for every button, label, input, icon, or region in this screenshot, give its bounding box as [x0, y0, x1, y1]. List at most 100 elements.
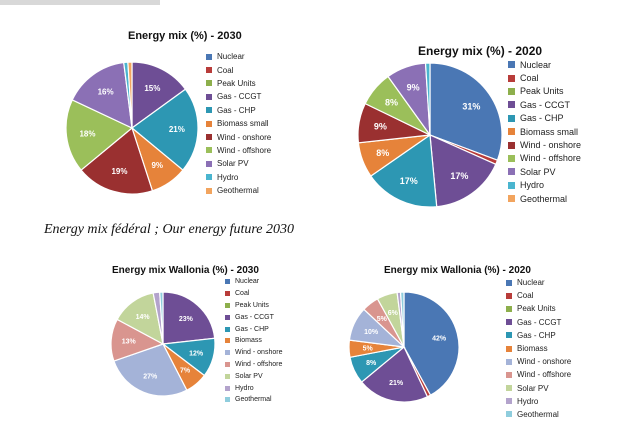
- pie-slice-nuclear: [429, 62, 503, 161]
- data-label-solar-pv: 16%: [98, 87, 114, 96]
- legend-item-gas-chp: Gas - CHP: [206, 104, 271, 117]
- legend-label: Wind - offshore: [217, 145, 272, 155]
- legend-label: Wind - offshore: [517, 370, 572, 380]
- legend-item-wind-offshore: Wind - offshore: [225, 359, 282, 371]
- legend-item-coal: Coal: [206, 63, 271, 76]
- legend-swatch: [508, 195, 515, 203]
- legend-item-nuclear: Nuclear: [506, 276, 571, 289]
- legend-item-wind-onshore: Wind - onshore: [225, 347, 282, 359]
- data-label-gas-ccgt: 23%: [179, 316, 194, 323]
- legend-swatch: [225, 397, 230, 403]
- legend-label: Gas - CHP: [235, 325, 269, 333]
- legend-label: Peak Units: [235, 301, 269, 309]
- legend-item-wind-onshore: Wind - onshore: [508, 138, 581, 151]
- pie-slice-gas-ccgt: [429, 134, 497, 208]
- pie-slice-geothermal: [159, 291, 164, 345]
- pie-chart-2030: 15% 21% 9% 19% 18% 16%: [65, 61, 199, 195]
- legend-swatch: [206, 134, 212, 141]
- legend-item-biomass-small: Biomass small: [206, 117, 271, 130]
- legend-label: Gas - CCGT: [520, 99, 571, 110]
- pie-chart-wallonia-2020: 42%21%8%5%10%5%6%: [348, 291, 460, 403]
- legend-swatch: [225, 314, 230, 320]
- legend-item-solar-pv: Solar PV: [225, 370, 282, 382]
- data-label-wind-offshore: 18%: [79, 129, 95, 138]
- legend-item-nuclear: Nuclear: [508, 58, 581, 71]
- chart-title-wallonia-2030: Energy mix Wallonia (%) - 2030: [112, 265, 259, 276]
- legend-swatch: [206, 53, 212, 60]
- data-label-biomass: 5%: [363, 346, 374, 353]
- pie-chart-wallonia-2030: 23% 12% 7% 27% 13% 14%: [110, 291, 216, 397]
- legend-label: Solar PV: [517, 383, 549, 393]
- legend-label: Hydro: [517, 396, 539, 406]
- legend-item-gas-ccgt: Gas - CCGT: [508, 98, 581, 111]
- legend-item-solar-pv: Solar PV: [506, 382, 571, 395]
- data-label-gas-ccgt: 17%: [450, 171, 468, 181]
- pie-slice-nuclear: [403, 291, 460, 397]
- legend-item-wind-offshore: Wind - offshore: [508, 152, 581, 165]
- legend-item-gas-chp: Gas - CHP: [225, 323, 282, 335]
- legend-label: Wind - onshore: [235, 349, 283, 357]
- legend-item-nuclear: Nuclear: [225, 276, 282, 288]
- legend-label: Geothermal: [235, 396, 272, 404]
- legend-label: Wind - offshore: [235, 360, 283, 368]
- legend-label: Nuclear: [520, 59, 552, 70]
- data-label-solar-pv: 9%: [407, 83, 420, 93]
- legend-item-biomass: Biomass: [506, 342, 571, 355]
- caption: Energy mix fédéral ; Our energy future 2…: [44, 222, 294, 237]
- legend-label: Wind - onshore: [517, 357, 572, 367]
- legend-item-geothermal: Geothermal: [206, 184, 271, 197]
- data-label-gas-chp: 21%: [169, 125, 185, 134]
- legend-swatch: [508, 141, 515, 149]
- data-label-biomass-small: 8%: [376, 148, 389, 158]
- legend-swatch: [508, 101, 515, 109]
- legend-swatch: [206, 93, 212, 100]
- pie-slice-solar-pv: [71, 61, 133, 130]
- legend-swatch: [225, 373, 230, 379]
- legend-swatch: [508, 114, 515, 122]
- legend-swatch: [506, 305, 512, 312]
- legend-swatch: [508, 61, 515, 69]
- legend-wallonia-2030: Nuclear Coal Peak Units Gas - CCGT Gas - CHP…: [225, 276, 282, 406]
- legend-label: Coal: [517, 291, 534, 301]
- legend-item-geothermal: Geothermal: [508, 192, 581, 205]
- legend-label: Wind - offshore: [520, 153, 581, 164]
- pie-slice-gas-ccgt: [162, 291, 216, 345]
- legend-label: Nuclear: [517, 278, 545, 288]
- legend-label: Coal: [235, 290, 250, 298]
- legend-swatch: [506, 319, 512, 326]
- legend-label: Gas - CCGT: [217, 92, 262, 102]
- legend-swatch: [206, 107, 212, 114]
- legend-swatch: [225, 350, 230, 356]
- legend-item-biomass-small: Biomass small: [508, 125, 581, 138]
- legend-swatch: [508, 181, 515, 189]
- legend-label: Solar PV: [217, 159, 249, 169]
- pie-slice-wind-onshore: [80, 126, 154, 195]
- data-label-wind-offshore: 5%: [377, 316, 388, 323]
- legend-2020: Nuclear Coal Peak Units Gas - CCGT Gas - CHP…: [508, 58, 581, 205]
- legend-swatch: [506, 411, 512, 418]
- pie-slice-wind-offshore: [65, 99, 134, 171]
- legend-item-wind-offshore: Wind - offshore: [206, 144, 271, 157]
- data-label-wind-offshore: 8%: [385, 98, 398, 108]
- legend-label: Gas - CHP: [217, 105, 256, 115]
- legend-swatch: [506, 332, 512, 339]
- legend-item-biomass: Biomass: [225, 335, 282, 347]
- legend-item-geothermal: Geothermal: [225, 394, 282, 406]
- legend-swatch: [225, 385, 230, 391]
- legend-item-hydro: Hydro: [508, 179, 581, 192]
- data-label-nuclear: 42%: [432, 335, 447, 342]
- data-label-gas-chp: 8%: [366, 360, 377, 367]
- legend-item-wind-onshore: Wind - onshore: [206, 130, 271, 143]
- legend-swatch: [506, 345, 512, 352]
- legend-label: Solar PV: [520, 166, 556, 177]
- legend-item-wind-offshore: Wind - offshore: [506, 368, 571, 381]
- legend-swatch: [508, 87, 515, 95]
- legend-label: Hydro: [217, 172, 239, 182]
- legend-swatch: [508, 154, 515, 162]
- legend-swatch: [206, 67, 212, 74]
- legend-item-gas-chp: Gas - CHP: [506, 329, 571, 342]
- legend-item-hydro: Hydro: [506, 395, 571, 408]
- legend-swatch: [206, 120, 212, 127]
- legend-wallonia-2020: Nuclear Coal Peak Units Gas - CCGT Gas - CHP…: [506, 276, 571, 421]
- legend-label: Nuclear: [217, 52, 245, 62]
